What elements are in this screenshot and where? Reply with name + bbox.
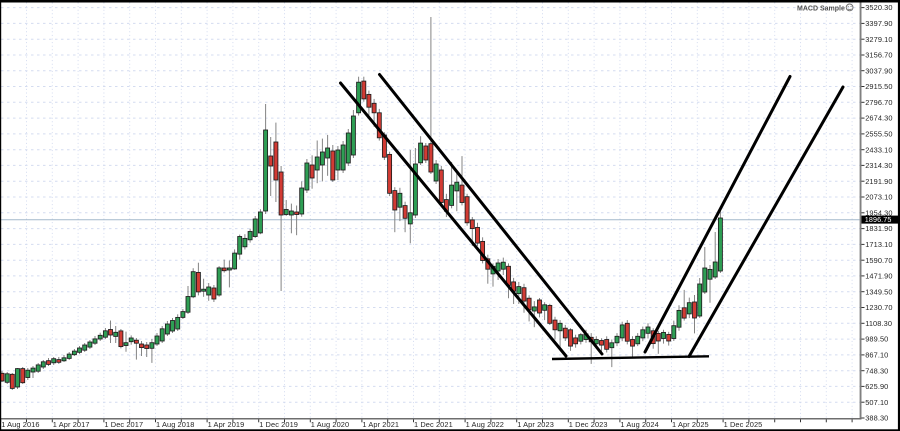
svg-text:2073.10: 2073.10 bbox=[865, 193, 892, 202]
svg-text:1 Apr 2017: 1 Apr 2017 bbox=[53, 420, 90, 429]
svg-text:1 Dec 2017: 1 Dec 2017 bbox=[104, 420, 143, 429]
svg-text:2796.70: 2796.70 bbox=[865, 98, 892, 107]
svg-text:2314.30: 2314.30 bbox=[865, 161, 892, 170]
svg-text:1 Apr 2021: 1 Apr 2021 bbox=[362, 420, 399, 429]
svg-text:3520.30: 3520.30 bbox=[865, 3, 892, 12]
svg-text:2555.50: 2555.50 bbox=[865, 130, 892, 139]
svg-text:1230.70: 1230.70 bbox=[865, 303, 892, 312]
svg-text:1 Aug 2020: 1 Aug 2020 bbox=[311, 420, 349, 429]
svg-text:3037.90: 3037.90 bbox=[865, 66, 892, 75]
svg-text:2433.10: 2433.10 bbox=[865, 145, 892, 154]
svg-text:748.30: 748.30 bbox=[865, 366, 888, 375]
svg-text:2915.50: 2915.50 bbox=[865, 82, 892, 91]
svg-text:625.90: 625.90 bbox=[865, 382, 888, 391]
svg-text:1349.50: 1349.50 bbox=[865, 287, 892, 296]
svg-text:1 Aug 2018: 1 Aug 2018 bbox=[156, 420, 194, 429]
svg-text:1 Apr 2023: 1 Apr 2023 bbox=[517, 420, 554, 429]
svg-text:1471.90: 1471.90 bbox=[865, 272, 892, 281]
svg-text:989.50: 989.50 bbox=[865, 335, 888, 344]
svg-text:1831.90: 1831.90 bbox=[865, 224, 892, 233]
svg-text:1 Dec 2019: 1 Dec 2019 bbox=[259, 420, 298, 429]
svg-text:388.30: 388.30 bbox=[865, 414, 888, 423]
svg-text:2191.90: 2191.90 bbox=[865, 177, 892, 186]
svg-text:1713.10: 1713.10 bbox=[865, 240, 892, 249]
svg-text:3279.10: 3279.10 bbox=[865, 35, 892, 44]
svg-text:867.10: 867.10 bbox=[865, 351, 888, 360]
svg-text:1 Aug 2016: 1 Aug 2016 bbox=[1, 420, 39, 429]
svg-text:1590.70: 1590.70 bbox=[865, 256, 892, 265]
svg-text:MACD Sample: MACD Sample bbox=[797, 5, 845, 12]
svg-text:1108.30: 1108.30 bbox=[865, 319, 892, 328]
svg-text:1 Apr 2025: 1 Apr 2025 bbox=[672, 420, 709, 429]
svg-text:1 Dec 2023: 1 Dec 2023 bbox=[569, 420, 608, 429]
svg-text:1 Aug 2024: 1 Aug 2024 bbox=[620, 420, 658, 429]
svg-text:1 Apr 2019: 1 Apr 2019 bbox=[208, 420, 245, 429]
svg-text:1896.75: 1896.75 bbox=[865, 215, 892, 224]
svg-text:1 Aug 2022: 1 Aug 2022 bbox=[466, 420, 504, 429]
svg-text:3397.90: 3397.90 bbox=[865, 19, 892, 28]
svg-text:1 Dec 2025: 1 Dec 2025 bbox=[724, 420, 763, 429]
svg-text:1 Dec 2021: 1 Dec 2021 bbox=[414, 420, 453, 429]
svg-text:507.10: 507.10 bbox=[865, 398, 888, 407]
svg-text:2674.30: 2674.30 bbox=[865, 114, 892, 123]
svg-text:1954.30: 1954.30 bbox=[865, 208, 892, 217]
svg-text:3156.70: 3156.70 bbox=[865, 51, 892, 60]
